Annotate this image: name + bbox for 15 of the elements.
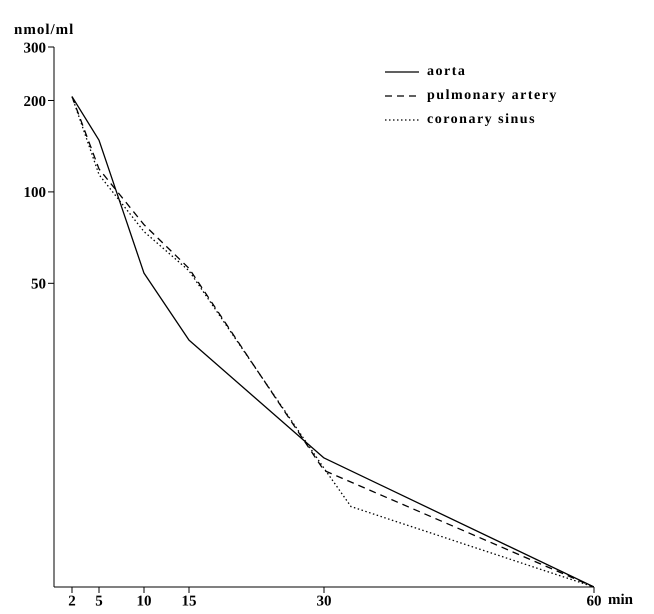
y-axis-title: nmol/ml <box>14 22 74 39</box>
x-tick-label: 2 <box>68 594 76 610</box>
legend-label: coronary sinus <box>427 112 536 128</box>
legend-label: aorta <box>427 64 466 80</box>
legend-label: pulmonary artery <box>427 88 558 104</box>
x-tick-label: 15 <box>182 594 196 610</box>
y-tick-label: 100 <box>24 185 46 202</box>
y-tick-label: 50 <box>31 276 46 293</box>
x-tick-label: 60 <box>586 594 602 610</box>
x-tick-label: 10 <box>136 594 152 610</box>
x-axis-title: min <box>608 592 634 609</box>
x-tick-label: 30 <box>316 594 332 610</box>
y-tick-label: 300 <box>24 40 46 56</box>
y-tick-label: 200 <box>24 94 46 110</box>
x-tick-label: 5 <box>95 594 103 610</box>
